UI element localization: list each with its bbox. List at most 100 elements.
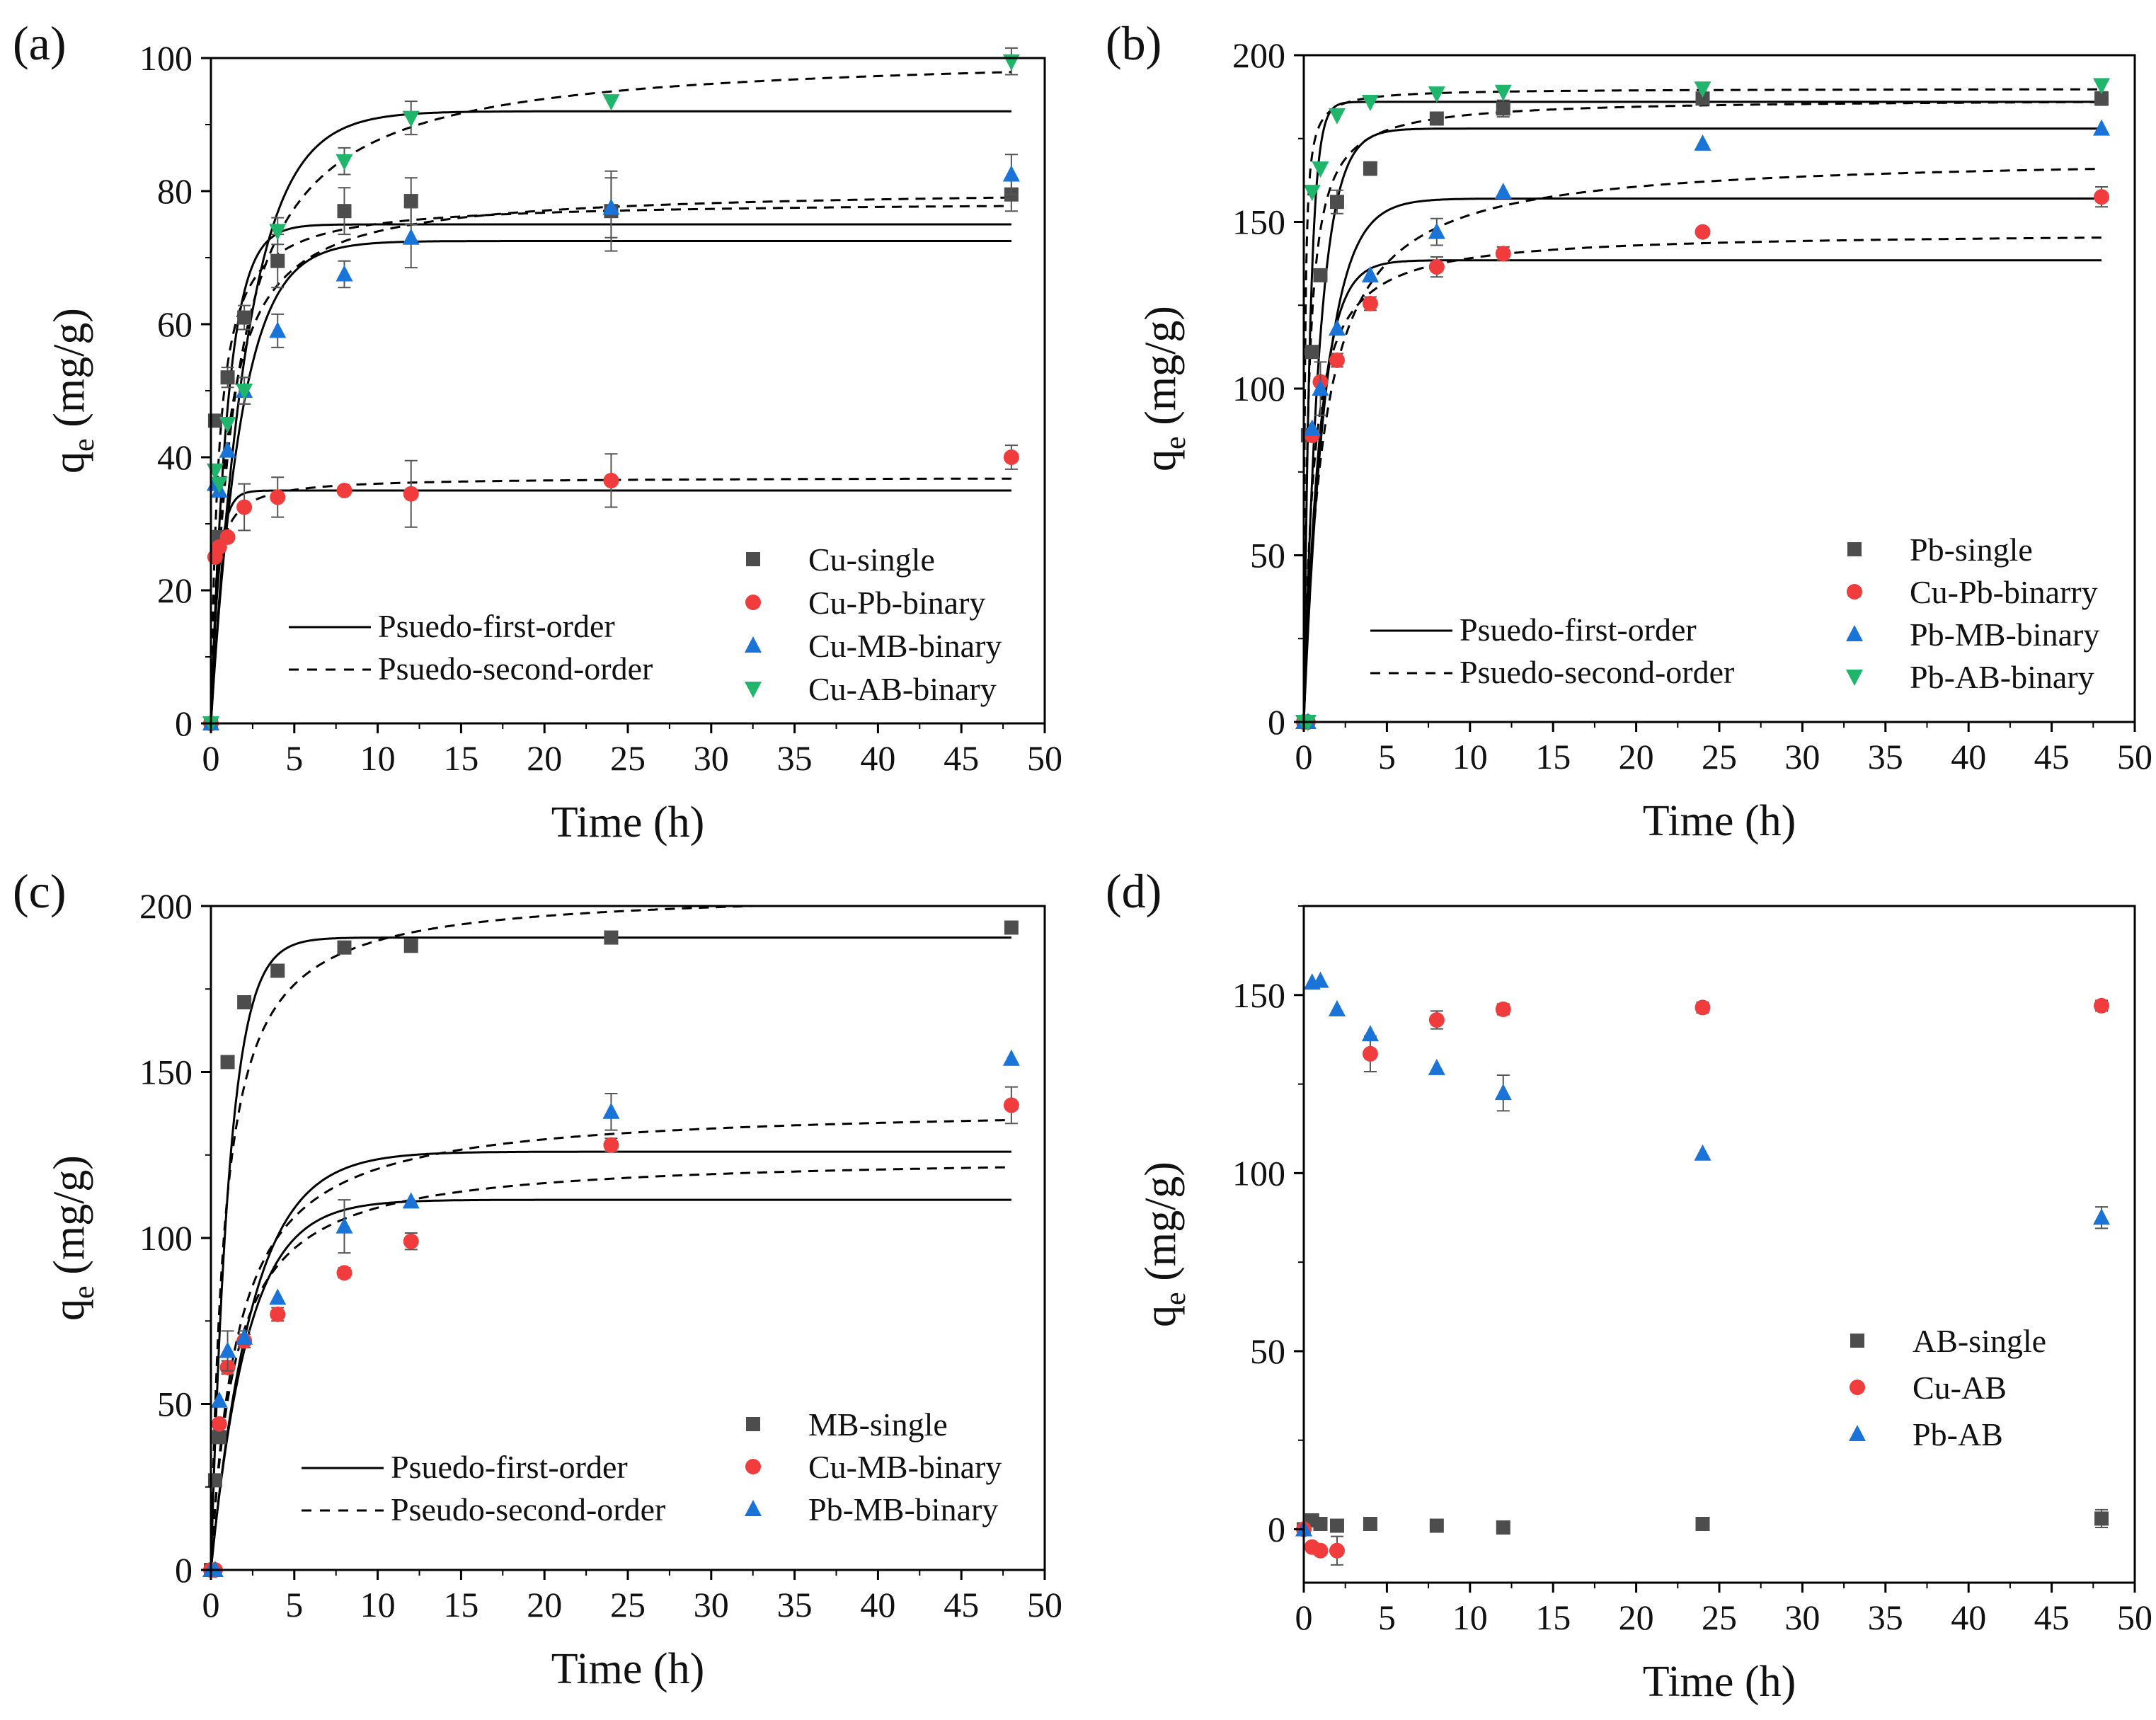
chart-panel-1: (b) 0 5 10 15 20 25 30 35 40 45 50 0 50 100 150 200 Time …	[1106, 16, 2152, 845]
y-tick-label: 100	[139, 1218, 193, 1258]
data-point	[269, 321, 287, 338]
data-point	[1363, 161, 1377, 176]
legend-marker-square-marker-icon	[746, 552, 760, 566]
pseudo-second-order-curve-5	[211, 205, 1011, 723]
pseudo-second-order-curve-1	[1304, 236, 2101, 722]
data-point	[219, 417, 236, 433]
data-point	[1494, 84, 1512, 101]
plot-frame	[1302, 905, 2136, 1584]
data-point	[402, 228, 420, 245]
pseudo-second-order-curve-1	[211, 477, 1011, 723]
data-point	[1695, 1516, 1710, 1531]
data-point	[336, 265, 353, 282]
x-tick-label: 30	[1784, 1598, 1820, 1637]
data-point	[1429, 1518, 1444, 1533]
data-point	[1361, 265, 1379, 282]
x-tick-label: 20	[1619, 1598, 1654, 1637]
chart-panel-0: (a) 0 5 10 15 20 25 30 35 40 45 50 0 20 40 60 80 100 Time …	[13, 16, 1062, 847]
x-tick-label: 30	[1784, 737, 1820, 776]
x-tick-label: 15	[443, 1585, 478, 1624]
data-point	[1312, 161, 1329, 178]
data-point	[1694, 81, 1711, 98]
data-point	[604, 930, 619, 945]
data-point	[1428, 86, 1445, 103]
x-tick-label: 5	[285, 738, 303, 778]
x-tick-label: 15	[443, 738, 478, 778]
pseudo-second-order-curve-1	[211, 906, 792, 1570]
data-point	[1428, 259, 1445, 275]
legend-label: Cu-Pb-binary	[808, 585, 985, 621]
x-tick-label: 10	[360, 1585, 396, 1624]
legend-label: Pb-single	[1910, 532, 2033, 568]
y-tick-label: 150	[1232, 202, 1285, 242]
pseudo-first-order-curve-4	[1304, 127, 2101, 722]
pseudo-first-order-curve-6	[211, 110, 1011, 723]
data-point	[1495, 246, 1511, 262]
x-tick-label: 20	[527, 738, 562, 778]
data-point	[210, 1391, 228, 1408]
y-tick-label: 200	[1232, 35, 1285, 75]
fit-curves	[1304, 88, 2101, 722]
data-point	[1428, 1058, 1445, 1075]
y-tick-label: 150	[139, 1053, 193, 1092]
data-point	[212, 1430, 227, 1445]
fit-legend-label: Psuedo-second-order	[1460, 654, 1734, 690]
y-axis-title-main: q	[45, 1299, 93, 1321]
data-point	[336, 154, 353, 171]
x-tick-label: 50	[1027, 738, 1062, 778]
data-point	[1363, 1516, 1377, 1531]
data-point	[1695, 91, 1710, 106]
data-point	[1003, 449, 1019, 465]
data-point	[1495, 1001, 1511, 1017]
data-point	[1328, 108, 1346, 125]
data-point	[1004, 920, 1019, 935]
data-point	[1303, 419, 1321, 436]
pseudo-first-order-curve-2	[211, 1198, 1011, 1570]
data-point	[337, 204, 352, 219]
legend-marker-square-marker-icon	[746, 1417, 760, 1431]
legend-marker-circle-marker-icon	[1847, 584, 1862, 600]
pseudo-first-order-curve-0	[211, 936, 1011, 1570]
y-tick-label: 50	[1250, 536, 1285, 575]
data-point	[270, 1306, 286, 1322]
data-point	[1494, 1084, 1512, 1101]
data-point	[1312, 379, 1329, 396]
pseudo-first-order-curve-2	[211, 240, 1011, 723]
x-tick-label: 15	[1535, 737, 1571, 776]
data-point	[1428, 222, 1445, 239]
y-axis-title: qe (mg/g)	[45, 1155, 101, 1321]
legend-label: Pb-AB	[1913, 1416, 2003, 1452]
data-point	[1496, 1520, 1510, 1535]
panel-label: (b)	[1106, 16, 1162, 70]
data-point	[1329, 352, 1345, 368]
legend-label: Cu-AB	[1913, 1370, 2007, 1406]
data-point	[220, 370, 235, 385]
data-point	[219, 441, 236, 458]
x-tick-label: 35	[1868, 737, 1903, 776]
fit-legend-label: Psuedo-first-order	[378, 608, 615, 644]
data-point	[1328, 999, 1346, 1016]
pseudo-second-order-curve-5	[1304, 101, 2101, 722]
data-point	[1428, 1012, 1445, 1028]
x-tick-label: 50	[1027, 1585, 1062, 1624]
data-point	[1312, 1542, 1329, 1559]
y-tick-label: 150	[1232, 975, 1285, 1015]
y-axis-title-unit: (mg/g)	[45, 308, 93, 438]
legend-marker-triangle-up-marker-icon	[745, 1500, 762, 1516]
data-point	[1694, 134, 1711, 151]
x-tick-label: 10	[360, 738, 396, 778]
data-point	[1329, 1518, 1344, 1533]
pseudo-first-order-curve-4	[211, 223, 1011, 723]
legend-label: AB-single	[1913, 1323, 2046, 1359]
data-point	[337, 940, 352, 955]
legend-label: Pb-AB-binary	[1910, 659, 2094, 695]
x-tick-label: 30	[694, 738, 729, 778]
data-point	[1362, 295, 1378, 311]
x-tick-label: 0	[1295, 737, 1313, 776]
legend-marker-circle-marker-icon	[745, 595, 761, 610]
data-point	[1303, 185, 1321, 202]
data-point	[2094, 91, 2109, 106]
data-point	[219, 1341, 236, 1358]
y-axis-title-subscript: e	[68, 438, 101, 452]
